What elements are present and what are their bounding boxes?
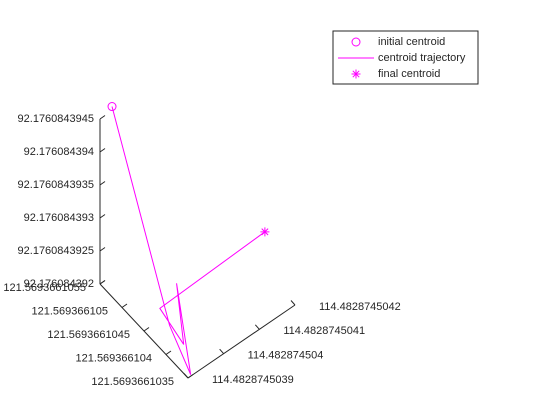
legend-symbol <box>351 69 361 79</box>
z-tick <box>99 148 106 153</box>
z-tick <box>99 181 106 186</box>
z-tick <box>99 115 106 120</box>
z-tick <box>99 247 106 252</box>
z-tick-label: 92.1760843945 <box>18 113 94 125</box>
z-tick-label: 92.176084393 <box>24 212 94 224</box>
y-tick <box>219 348 225 355</box>
x-tick-label: 121.5693661035 <box>91 376 174 388</box>
z-tick-label: 92.1760843935 <box>18 179 94 191</box>
y-tick <box>290 300 296 306</box>
x-tick-label: 121.5693661045 <box>47 329 130 341</box>
z-tick <box>99 214 106 219</box>
x-tick-label: 121.569366105 <box>32 305 108 317</box>
legend-label: centroid trajectory <box>378 52 466 64</box>
y-tick <box>183 373 189 379</box>
z-tick-label: 92.176084394 <box>24 146 94 158</box>
x-tick <box>165 350 172 355</box>
legend-label: final centroid <box>378 68 440 80</box>
z-tick-label: 92.1760843925 <box>18 245 94 257</box>
y-tick-label: 114.4828745041 <box>283 325 365 337</box>
final-marker <box>260 227 270 237</box>
legend-symbol <box>351 37 361 47</box>
z-tick <box>99 280 106 285</box>
z-tick-label: 92.176084392 <box>24 278 94 290</box>
y-tick <box>254 324 260 330</box>
y-tick-label: 114.4828745039 <box>212 374 294 386</box>
y-tick-label: 114.4828745042 <box>319 301 401 313</box>
trajectory-line <box>111 106 266 375</box>
y-axis <box>187 304 296 379</box>
x-tick <box>121 303 128 308</box>
x-tick-label: 121.569366104 <box>76 352 152 364</box>
legend-label: initial centroid <box>378 36 445 48</box>
x-tick <box>143 327 150 332</box>
x-tick <box>187 374 194 379</box>
y-tick-label: 114.482874504 <box>248 350 324 362</box>
x-tick-label: 121.5693661055 <box>3 282 86 294</box>
initial-marker <box>107 102 117 112</box>
